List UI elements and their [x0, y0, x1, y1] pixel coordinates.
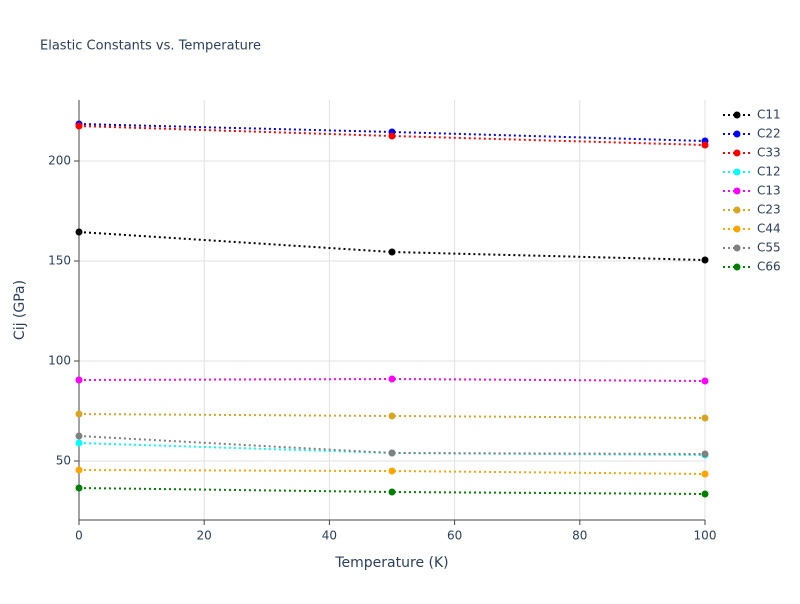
data-point: [75, 484, 83, 492]
legend-label: C44: [757, 222, 781, 236]
x-axis-label: Temperature (K): [334, 555, 448, 571]
data-point: [701, 141, 709, 149]
legend-marker: [733, 187, 741, 195]
x-tick-label: 0: [75, 529, 83, 543]
legend-marker: [733, 263, 741, 271]
data-point: [75, 122, 83, 130]
data-point: [388, 449, 396, 457]
legend-label: C12: [757, 165, 781, 179]
data-point: [701, 450, 709, 458]
data-point: [701, 414, 709, 422]
data-point: [75, 410, 83, 418]
series-line: [78, 125, 706, 146]
x-tick-label: 100: [694, 529, 717, 543]
data-point: [388, 467, 396, 475]
legend-marker: [733, 206, 741, 214]
legend-marker: [733, 130, 741, 138]
legend-label: C33: [757, 146, 781, 160]
data-point: [701, 256, 709, 264]
legend-label: C11: [757, 108, 781, 122]
data-point: [75, 376, 83, 384]
y-tick-label: 100: [48, 354, 71, 368]
data-point: [701, 470, 709, 478]
series-line: [78, 442, 706, 456]
series-line: [78, 123, 706, 142]
legend-marker: [733, 111, 741, 119]
data-point: [388, 132, 396, 140]
data-point: [388, 488, 396, 496]
series-line: [78, 413, 706, 419]
legend-label: C66: [757, 260, 781, 274]
series-line: [78, 469, 706, 475]
y-tick-label: 200: [48, 154, 71, 168]
data-point: [75, 466, 83, 474]
data-point: [388, 375, 396, 383]
data-point: [388, 248, 396, 256]
series-line: [78, 487, 706, 495]
x-tick-label: 60: [447, 529, 462, 543]
data-point: [75, 432, 83, 440]
y-axis-label: Cij (GPa): [12, 280, 28, 340]
data-point: [75, 228, 83, 236]
legend-label: C55: [757, 241, 781, 255]
data-point: [701, 377, 709, 385]
legend-marker: [733, 149, 741, 157]
legend-label: C13: [757, 184, 781, 198]
y-tick-label: 50: [56, 454, 71, 468]
x-tick-label: 80: [572, 529, 587, 543]
data-point: [75, 439, 83, 447]
y-tick-label: 150: [48, 254, 71, 268]
legend-label: C22: [757, 127, 781, 141]
legend-label: C23: [757, 203, 781, 217]
x-tick-label: 40: [322, 529, 337, 543]
series-line: [78, 377, 706, 382]
chart-title: Elastic Constants vs. Temperature: [40, 39, 261, 54]
legend-marker: [733, 244, 741, 252]
legend-marker: [733, 225, 741, 233]
x-tick-label: 20: [197, 529, 212, 543]
legend-marker: [733, 168, 741, 176]
data-point: [388, 412, 396, 420]
data-point: [701, 490, 709, 498]
